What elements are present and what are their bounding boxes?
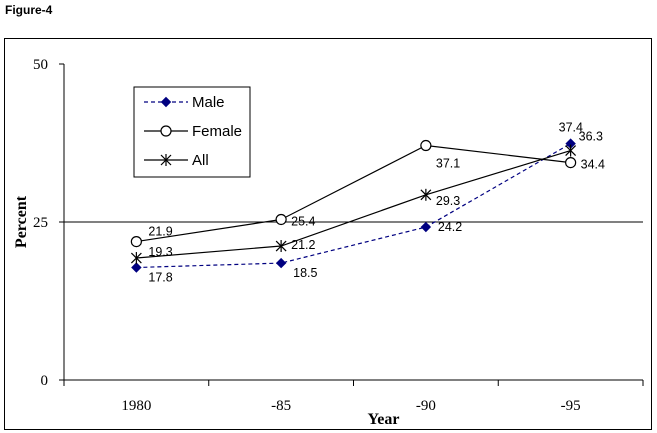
data-point-all (565, 144, 577, 157)
legend-label-female: Female (192, 123, 242, 140)
y-tick-label: 25 (33, 215, 48, 231)
legend-marker-male (160, 96, 172, 108)
series-line-all (136, 150, 571, 259)
y-axis-title: Percent (13, 195, 30, 248)
data-label-all: 21.2 (291, 238, 315, 252)
data-label-all: 36.3 (579, 130, 603, 144)
data-label-male: 24.2 (438, 220, 462, 234)
chart-frame (4, 38, 652, 430)
data-label-male: 17.8 (148, 271, 172, 285)
legend-marker-all (160, 154, 172, 166)
data-label-female: 34.4 (581, 158, 605, 172)
data-point-all (275, 240, 287, 253)
data-label-female: 25.4 (291, 214, 315, 228)
data-point-all (420, 188, 432, 201)
data-point-male (275, 257, 287, 269)
data-point-female (275, 213, 287, 226)
series-line-female (136, 144, 571, 243)
series-line-male (136, 143, 571, 269)
legend-marker-female (160, 125, 172, 137)
data-label-all: 29.3 (436, 194, 460, 208)
data-point-male (131, 262, 142, 273)
legend-label-male: Male (192, 94, 225, 111)
x-tick-label: -95 (561, 398, 581, 414)
data-point-female (420, 139, 432, 152)
data-label-female: 37.1 (436, 157, 460, 171)
data-label-male: 18.5 (293, 266, 317, 280)
data-point-female (130, 235, 142, 248)
data-point-female (565, 156, 577, 169)
data-label-male: 37.4 (559, 121, 583, 135)
data-point-all (130, 252, 142, 265)
legend-label-all: All (192, 152, 209, 169)
figure-label: Figure-4 (5, 3, 53, 17)
x-tick-label: -85 (271, 398, 291, 414)
x-axis-title: Year (368, 411, 400, 428)
data-label-all: 19.3 (148, 245, 172, 259)
y-tick-label: 50 (33, 57, 48, 73)
data-label-female: 21.9 (148, 225, 172, 239)
y-tick-label: 0 (41, 373, 49, 389)
data-point-male (420, 221, 432, 233)
x-tick-label: -90 (416, 398, 436, 414)
x-tick-label: 1980 (121, 398, 151, 414)
